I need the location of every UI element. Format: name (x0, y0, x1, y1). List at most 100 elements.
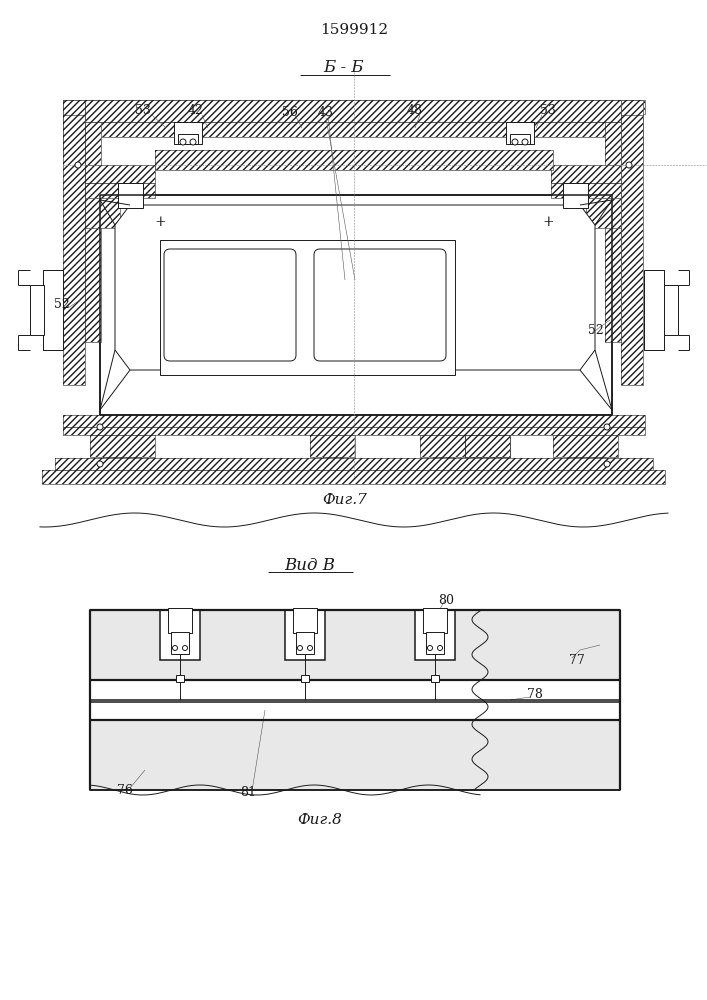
Bar (567, 457, 605, 475)
Bar (621, 115, 643, 385)
Bar (100, 195, 612, 415)
Bar (160, 240, 455, 375)
Text: 81: 81 (240, 786, 256, 800)
Bar (178, 122, 198, 134)
Text: 43: 43 (318, 105, 334, 118)
Text: 78: 78 (527, 688, 543, 702)
Bar (85, 183, 120, 228)
Bar (171, 632, 189, 654)
Bar (310, 435, 355, 457)
Bar (43, 270, 63, 350)
Bar (63, 115, 85, 385)
Circle shape (522, 139, 528, 145)
Text: 52: 52 (588, 324, 604, 336)
Bar (178, 134, 198, 144)
Bar (176, 675, 184, 682)
Bar (563, 183, 588, 195)
Bar (118, 183, 143, 195)
Bar (42, 470, 665, 484)
Bar (63, 100, 645, 114)
Circle shape (97, 424, 103, 430)
Bar (426, 632, 444, 654)
FancyBboxPatch shape (314, 249, 446, 361)
Bar (160, 610, 200, 660)
Text: 79: 79 (167, 618, 183, 632)
Bar (605, 122, 621, 342)
Bar (605, 122, 621, 342)
Circle shape (438, 646, 443, 650)
Bar (90, 720, 620, 790)
Text: +: + (154, 215, 166, 229)
Circle shape (97, 461, 103, 467)
Bar (586, 183, 621, 228)
Bar (43, 270, 63, 350)
Bar (433, 457, 453, 475)
Bar (174, 122, 202, 144)
Bar (510, 122, 530, 134)
Text: 52: 52 (54, 298, 70, 312)
Bar (85, 100, 621, 122)
Circle shape (428, 646, 433, 650)
Text: Б - Б: Б - Б (324, 60, 364, 77)
Bar (90, 610, 620, 685)
Text: Вид В: Вид В (284, 556, 336, 574)
Bar (63, 100, 645, 114)
Bar (63, 427, 645, 435)
Bar (293, 608, 317, 633)
Bar (85, 165, 155, 183)
Text: 76: 76 (117, 784, 133, 796)
Circle shape (512, 139, 518, 145)
Bar (90, 435, 155, 457)
Bar (118, 183, 143, 195)
Bar (621, 115, 643, 385)
Text: Фиг.7: Фиг.7 (322, 493, 368, 507)
Bar (85, 183, 120, 228)
Bar (567, 457, 605, 475)
Bar (118, 183, 143, 208)
Bar (285, 610, 325, 660)
Bar (85, 122, 101, 342)
Bar (296, 632, 314, 654)
Bar (42, 470, 665, 484)
Text: 42: 42 (188, 104, 204, 116)
Bar (563, 183, 588, 195)
Bar (563, 183, 588, 208)
Bar (55, 458, 653, 470)
Polygon shape (465, 435, 510, 457)
Bar (551, 183, 621, 198)
Circle shape (173, 646, 177, 650)
Circle shape (604, 461, 610, 467)
Bar (551, 183, 621, 198)
FancyBboxPatch shape (164, 249, 296, 361)
Bar (178, 122, 198, 134)
Bar (95, 122, 613, 137)
Bar (553, 435, 618, 457)
Bar (301, 675, 309, 682)
Bar (551, 165, 621, 183)
Bar (510, 134, 530, 144)
Bar (155, 150, 553, 170)
Bar (63, 100, 85, 155)
Circle shape (182, 646, 187, 650)
Bar (63, 427, 645, 435)
Bar (423, 608, 447, 633)
Bar (644, 270, 664, 350)
Circle shape (180, 139, 186, 145)
Bar (323, 457, 343, 475)
Circle shape (626, 162, 632, 168)
Circle shape (298, 646, 303, 650)
Bar (85, 183, 155, 198)
Bar (644, 270, 664, 350)
Bar (90, 435, 155, 457)
Bar (85, 100, 621, 122)
Text: 48: 48 (407, 104, 423, 116)
Bar (553, 435, 618, 457)
Bar (310, 435, 355, 457)
Bar (63, 415, 645, 427)
Bar (551, 165, 621, 183)
Bar (103, 457, 141, 475)
Text: 80: 80 (438, 593, 454, 606)
Bar (30, 285, 44, 335)
Text: Фиг.8: Фиг.8 (298, 813, 342, 827)
Bar (323, 457, 343, 475)
